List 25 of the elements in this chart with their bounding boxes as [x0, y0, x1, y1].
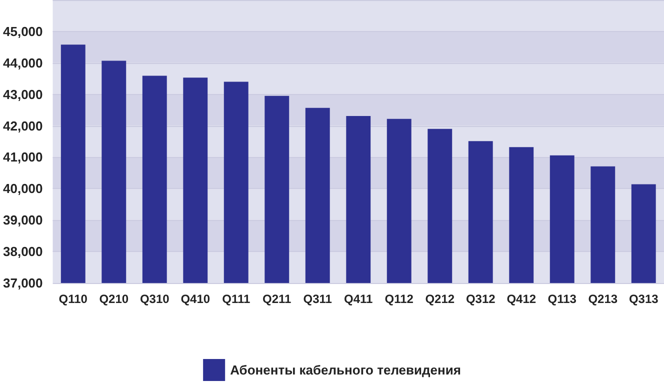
x-tick-label: Q212: [425, 292, 455, 306]
x-tick-label: Q111: [222, 292, 250, 306]
x-tick-label: Q213: [588, 292, 618, 306]
x-tick-label: Q310: [140, 292, 170, 306]
x-tick-label: Q411: [344, 292, 374, 306]
x-tick-label: Q412: [506, 292, 536, 306]
x-tick-label: Q312: [466, 292, 496, 306]
x-tick-label: Q110: [58, 292, 88, 306]
y-tick-label: 43,000: [2, 86, 43, 102]
y-tick-label: 42,000: [2, 118, 43, 134]
x-tick-label: Q410: [180, 292, 210, 306]
y-tick-label: 40,000: [2, 181, 43, 196]
y-tick-label: 37,000: [2, 276, 43, 290]
x-tick-label: Q311: [303, 292, 332, 306]
x-tick-label: Q113: [548, 292, 577, 306]
y-tick-label: 39,000: [2, 212, 43, 228]
x-tick-label: Q210: [99, 292, 129, 306]
x-tick-label: Q211: [262, 292, 292, 306]
y-tick-label: 38,000: [2, 244, 43, 260]
y-tick-label: 41,000: [2, 150, 43, 165]
y-tick-label: 45,000: [2, 24, 43, 39]
legend-label: Абоненты кабельного телевидения: [230, 362, 461, 378]
x-tick-label: Q112: [384, 292, 414, 306]
x-tick-label: Q313: [628, 292, 659, 306]
y-tick-label: 44,000: [2, 55, 43, 70]
